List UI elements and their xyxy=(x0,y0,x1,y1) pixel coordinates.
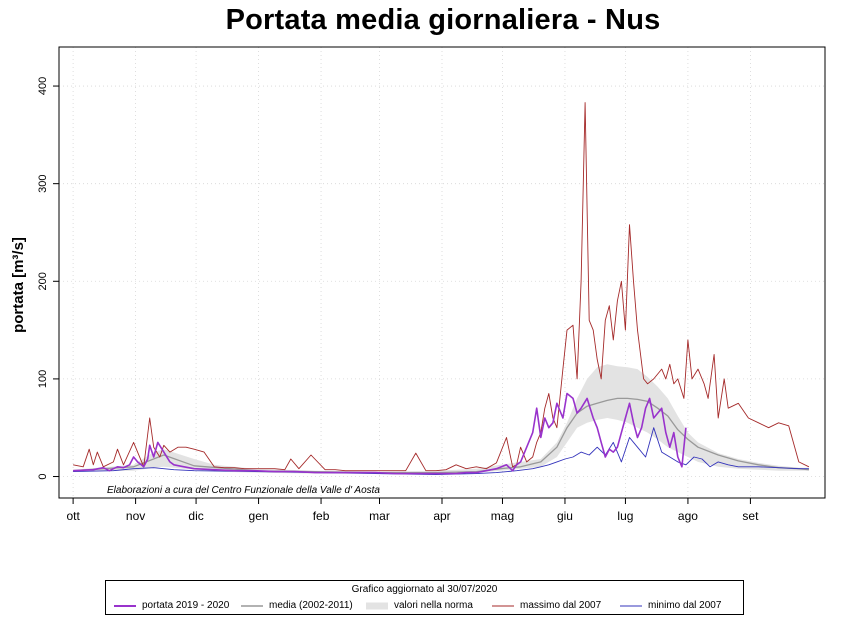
legend-swatch-portata xyxy=(114,605,136,607)
legend: Grafico aggiornato al 30/07/2020 portata… xyxy=(105,580,744,615)
x-tick-label-mag: mag xyxy=(491,509,514,523)
x-tick-label-lug: lug xyxy=(617,509,633,523)
x-tick-label-giu: giu xyxy=(557,509,573,523)
norm-band-layer xyxy=(73,364,809,474)
y-tick-label-400: 400 xyxy=(37,77,49,95)
legend-label-norma: valori nella norma xyxy=(394,600,473,611)
norm-band xyxy=(73,364,809,474)
legend-swatch-minimo xyxy=(620,605,642,607)
legend-item-norma: valori nella norma xyxy=(366,599,491,613)
x-tick-label-apr: apr xyxy=(433,509,450,523)
y-axis: 0 100 200 300 400 xyxy=(37,77,59,480)
chart-title: Portata media giornaliera - Nus xyxy=(225,4,661,36)
legend-label-media: media (2002-2011) xyxy=(269,600,353,611)
y-tick-label-300: 300 xyxy=(37,175,49,193)
x-tick-label-gen: gen xyxy=(249,509,269,523)
credit-annotation: Elaborazioni a cura del Centro Funzional… xyxy=(107,485,380,496)
x-tick-label-mar: mar xyxy=(369,509,390,523)
legend-label-massimo: massimo dal 2007 xyxy=(520,600,602,611)
legend-item-minimo: minimo dal 2007 xyxy=(620,599,738,613)
x-tick-label-feb: feb xyxy=(313,509,330,523)
series-portata-2019-2020 xyxy=(73,392,687,475)
legend-swatch-norma xyxy=(366,602,388,610)
x-axis: ott nov dic gen feb mar apr mag giu lug ago set xyxy=(66,498,759,523)
y-tick-label-200: 200 xyxy=(37,272,49,290)
legend-label-minimo: minimo dal 2007 xyxy=(648,600,722,611)
y-tick-label-100: 100 xyxy=(37,370,49,388)
legend-item-massimo: massimo dal 2007 xyxy=(492,599,617,613)
x-tick-label-ago: ago xyxy=(678,509,698,523)
legend-title: Grafico aggiornato al 30/07/2020 xyxy=(351,584,498,595)
legend-item-portata: portata 2019 - 2020 xyxy=(114,599,239,613)
x-tick-label-set: set xyxy=(742,509,759,523)
series-massimo-dal-2007 xyxy=(73,102,810,472)
plot-frame xyxy=(58,46,826,499)
legend-swatch-media xyxy=(241,605,263,607)
legend-label-portata: portata 2019 - 2020 xyxy=(142,600,230,611)
x-tick-label-dic: dic xyxy=(188,509,203,523)
y-tick-label-0: 0 xyxy=(37,473,49,479)
x-tick-label-ott: ott xyxy=(66,509,80,523)
grid-lines xyxy=(59,47,825,498)
legend-swatch-massimo xyxy=(492,605,514,607)
y-axis-label: portata [m³/s] xyxy=(10,237,27,333)
legend-item-media: media (2002-2011) xyxy=(241,599,366,613)
x-tick-label-nov: nov xyxy=(126,509,145,523)
series-layer xyxy=(73,102,810,476)
